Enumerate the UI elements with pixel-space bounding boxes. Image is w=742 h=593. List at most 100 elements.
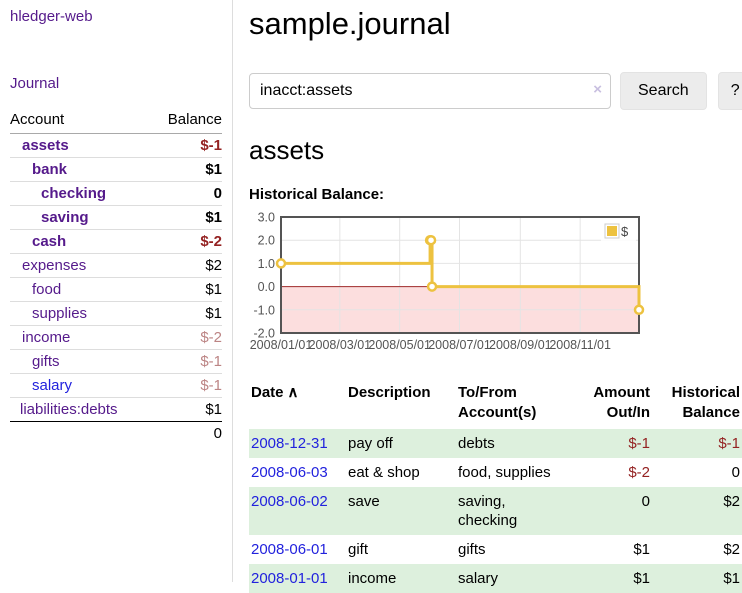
transaction-accounts: gifts (458, 541, 486, 558)
chart-canvas: 3.0 2.0 1.0 0.0 -1.0 -2.02008/01/012008/03/01… (250, 211, 645, 352)
account-balance: $1 (150, 301, 222, 326)
transaction-balance: $-1 (652, 429, 742, 458)
app-brand-link[interactable]: hledger-web (10, 8, 93, 25)
account-row: checking 0 (10, 181, 222, 206)
account-balance: $-2 (150, 325, 222, 350)
transaction-amount: $1 (633, 541, 650, 558)
register-table: Date ∧ Description To/From Account(s) Amo… (249, 381, 742, 593)
register-header-balance: Historical Balance (671, 384, 740, 421)
transaction-description: gift (348, 541, 369, 558)
transaction-amount: 0 (574, 487, 652, 535)
account-balance: $1 (150, 277, 222, 302)
register-header-row: Date ∧ Description To/From Account(s) Amo… (249, 381, 742, 429)
transaction-accounts: saving, checking (456, 487, 574, 535)
account-balance: $-1 (150, 349, 222, 374)
data-point-marker (425, 234, 437, 246)
account-link-liabilities-debts[interactable]: liabilities:debts (20, 401, 118, 418)
svg-text:2008/07/01: 2008/07/01 (428, 338, 491, 352)
account-balance: $-2 (150, 229, 222, 254)
account-link-cash[interactable]: cash (32, 233, 67, 250)
account-link-bank[interactable]: bank (32, 161, 68, 178)
svg-text:-1.0: -1.0 (253, 303, 275, 317)
help-button[interactable]: ? (717, 72, 742, 110)
data-point-marker (275, 258, 287, 269)
transaction-date-link[interactable]: 2008-12-31 (251, 435, 328, 452)
account-link-gifts[interactable]: gifts (32, 353, 60, 370)
page-title: sample.journal (249, 6, 451, 41)
table-row[interactable]: 2008-06-03 eat & shop food, supplies $-2… (249, 458, 742, 487)
transaction-date-link[interactable]: 2008-06-01 (251, 541, 328, 558)
account-row: expenses $2 (10, 253, 222, 278)
transaction-description: income (346, 564, 456, 593)
account-row: cash $-2 (10, 229, 222, 254)
sidebar-item-journal[interactable]: Journal (10, 75, 60, 92)
register-header-accounts: To/From Account(s) (458, 384, 537, 421)
account-link-expenses[interactable]: expenses (22, 257, 87, 274)
data-point-marker (426, 281, 438, 292)
accounts-total: 0 (150, 421, 222, 446)
transaction-date-link[interactable]: 2008-06-03 (251, 464, 328, 481)
svg-text:0.0: 0.0 (258, 280, 275, 294)
register-header-description: Description (348, 384, 431, 401)
account-link-supplies[interactable]: supplies (32, 305, 88, 322)
transaction-description: eat & shop (348, 464, 420, 481)
account-link-food[interactable]: food (32, 281, 62, 298)
accounts-header-row: Account Balance (10, 109, 222, 134)
account-link-salary[interactable]: salary (32, 377, 73, 394)
account-row: food $1 (10, 277, 222, 302)
table-row[interactable]: 2008-12-31 pay off debts $-1 $-1 (249, 429, 742, 458)
transaction-date-link[interactable]: 2008-01-01 (251, 570, 328, 587)
account-link-assets[interactable]: assets (22, 137, 69, 154)
register-header-date[interactable]: Date ∧ (251, 384, 299, 401)
accounts-total-row: 0 (10, 421, 222, 446)
data-point-marker (633, 304, 645, 316)
account-link-saving[interactable]: saving (41, 209, 89, 226)
table-row[interactable]: 2008-01-01 income salary $1 $1 (249, 564, 742, 593)
transaction-amount: $-2 (628, 464, 650, 481)
account-link-checking[interactable]: checking (41, 185, 107, 202)
svg-text:2008/05/01: 2008/05/01 (368, 338, 431, 352)
historical-balance-chart: 3.0 2.0 1.0 0.0 -1.0 -2.0 2008/01/01 2008/03/01… (249, 211, 742, 359)
svg-text:1.0: 1.0 (258, 257, 275, 271)
search-form: × Search ? (249, 72, 742, 110)
chart-label: Historical Balance: (249, 186, 385, 203)
account-row: liabilities:debts $1 (10, 397, 222, 422)
transaction-date-link[interactable]: 2008-06-02 (251, 493, 328, 510)
svg-text:3.0: 3.0 (258, 211, 275, 225)
account-link-income[interactable]: income (22, 329, 71, 346)
transaction-accounts: food, supplies (458, 464, 551, 481)
account-balance: $1 (150, 397, 222, 422)
account-balance: $1 (150, 205, 222, 230)
accounts-header-balance: Balance (150, 109, 222, 134)
account-row: bank $1 (10, 157, 222, 182)
legend-swatch (607, 226, 617, 236)
account-balance: $1 (150, 157, 222, 182)
transaction-balance: 0 (731, 464, 740, 481)
search-button[interactable]: Search (620, 72, 707, 110)
account-heading: assets (249, 135, 325, 165)
account-balance: $-1 (150, 373, 222, 398)
svg-text:2008/01/01: 2008/01/01 (250, 338, 313, 352)
account-row: gifts $-1 (10, 349, 222, 374)
svg-text:2008/09/01: 2008/09/01 (489, 338, 552, 352)
account-row: income $-2 (10, 325, 222, 350)
accounts-header-account: Account (10, 109, 151, 134)
transaction-accounts: salary (456, 564, 574, 593)
table-row[interactable]: 2008-06-01 gift gifts $1 $2 (249, 535, 742, 564)
svg-text:-2.0: -2.0 (253, 327, 275, 341)
account-row: saving $1 (10, 205, 222, 230)
transaction-balance: $2 (652, 487, 742, 535)
transaction-amount: $-1 (574, 429, 652, 458)
account-balance: 0 (150, 181, 222, 206)
transaction-description: save (346, 487, 456, 535)
clear-search-icon[interactable]: × (593, 81, 602, 98)
svg-text:2008/03/01: 2008/03/01 (309, 338, 372, 352)
main-content: sample.journal × Search ? assets Histori… (233, 0, 742, 593)
transaction-description: pay off (346, 429, 456, 458)
account-balance: $-1 (150, 133, 222, 158)
account-row: assets $-1 (10, 133, 222, 158)
search-input[interactable] (249, 73, 611, 109)
register-header-amount: Amount Out/In (593, 384, 650, 421)
transaction-balance: $1 (652, 564, 742, 593)
table-row[interactable]: 2008-06-02 save saving, checking 0 $2 (249, 487, 742, 535)
